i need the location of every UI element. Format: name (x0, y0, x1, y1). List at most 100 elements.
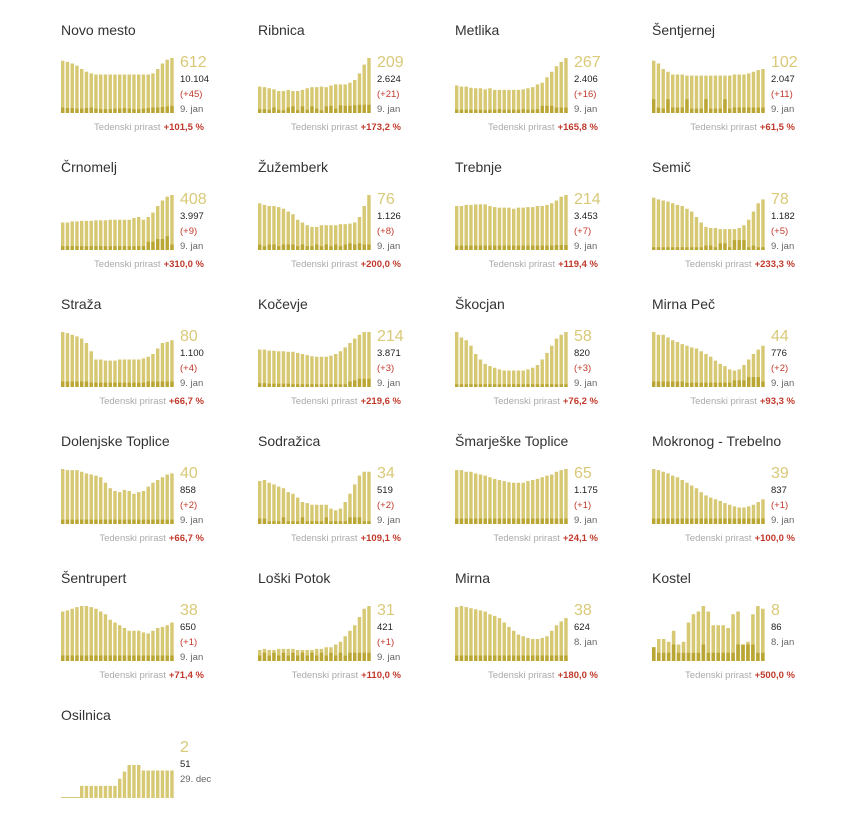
bar-active (286, 107, 290, 113)
bar (305, 355, 309, 387)
total-cases: 837 (771, 485, 787, 496)
bar-active (362, 244, 366, 250)
bar (502, 622, 506, 661)
bar-active (694, 247, 699, 250)
municipality-title: Mirna Peč (652, 296, 716, 312)
bar (493, 478, 497, 524)
bar (464, 471, 468, 524)
bar-active (726, 652, 730, 661)
bar-active (122, 108, 127, 113)
bar-active (661, 518, 665, 524)
bar-active (680, 518, 684, 524)
bar-active (732, 240, 737, 250)
bar-active (113, 519, 117, 524)
bar (160, 200, 165, 250)
bar-active (455, 518, 459, 524)
bar (170, 622, 174, 661)
bar (526, 637, 530, 661)
bar-active (652, 247, 656, 250)
bar-active (343, 384, 347, 387)
bar (315, 648, 319, 661)
bar (146, 770, 150, 798)
bar-active (103, 655, 108, 661)
bar-active (691, 652, 696, 661)
bar-active (728, 108, 732, 113)
bar-active (338, 521, 343, 524)
bar (319, 225, 324, 250)
municipality-card: Mokronog - Trebelno 39 837 (+1) 9. jan Tedens… (652, 431, 842, 556)
bar-active (315, 655, 319, 661)
bar-active (296, 246, 300, 250)
bar (512, 482, 516, 524)
bar (512, 370, 516, 387)
bar (742, 365, 746, 387)
bar-active (652, 99, 656, 113)
bar-active (675, 107, 680, 113)
bar-active (526, 655, 530, 661)
weekly-growth-label: Tedenski prirast (94, 122, 161, 133)
bar (478, 474, 483, 524)
daily-delta: (+3) (574, 363, 592, 374)
weekly-growth-label: Tedenski prirast (291, 670, 359, 681)
bar-active (75, 108, 79, 113)
weekly-growth: Tedenski prirast +310,0 % (94, 259, 204, 270)
bar-active (464, 655, 468, 661)
bar (296, 91, 300, 113)
bar-active (676, 652, 681, 661)
bar (526, 481, 530, 524)
daily-delta: (+21) (377, 89, 400, 100)
bar (521, 482, 525, 524)
date-label: 9. jan (771, 241, 795, 252)
bar (277, 486, 281, 524)
total-cases: 820 (574, 348, 590, 359)
active-cases-value: 65 (574, 465, 592, 482)
bar (113, 491, 117, 524)
bar (488, 206, 492, 250)
bar-active (512, 245, 516, 250)
bar (75, 607, 79, 661)
bar (483, 363, 487, 387)
bar (296, 219, 300, 250)
bar (507, 626, 511, 661)
bar-active (165, 106, 169, 113)
bar (685, 75, 689, 113)
bar-active (357, 517, 362, 524)
bar-active (113, 246, 117, 250)
bar-active (61, 655, 65, 661)
bar (362, 64, 366, 113)
sparkline-chart (455, 332, 568, 387)
bar-active (357, 378, 362, 387)
bar (70, 221, 74, 250)
bar-active (127, 246, 131, 250)
bar (464, 204, 468, 250)
bar-active (459, 384, 464, 387)
bar (742, 74, 746, 113)
bar-active (699, 247, 703, 250)
bar (277, 207, 281, 250)
bar (737, 369, 741, 387)
bar-active (751, 644, 755, 661)
bar-active (362, 652, 366, 661)
bar-active (348, 243, 352, 250)
weekly-growth-label: Tedenski prirast (291, 259, 358, 270)
bar (160, 343, 165, 387)
bar-active (277, 521, 281, 524)
bar-active (474, 109, 478, 113)
bar (357, 217, 362, 250)
bar (516, 207, 521, 250)
bar (459, 337, 464, 387)
bar (291, 214, 295, 250)
bar (84, 71, 89, 113)
bar-active (526, 384, 530, 387)
bar (747, 359, 751, 387)
bar (165, 474, 169, 524)
bar-active (80, 381, 84, 387)
municipality-card: Črnomelj 408 3.997 (+9) 9. jan Tedenski prira… (61, 157, 251, 282)
bar-active (535, 245, 540, 250)
bar-active (737, 518, 741, 524)
bar (686, 622, 691, 661)
weekly-growth: Tedenski prirast +101,5 % (94, 122, 204, 133)
bar (353, 222, 357, 250)
bar-active (343, 521, 347, 524)
bar-active (661, 381, 665, 387)
